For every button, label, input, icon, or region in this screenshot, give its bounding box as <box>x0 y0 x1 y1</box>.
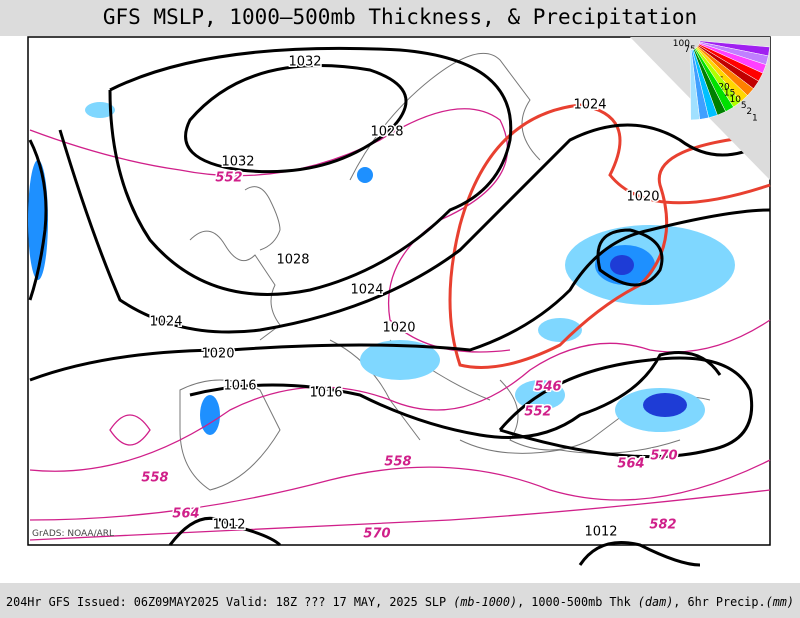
isobar-label: 1032 <box>288 55 321 70</box>
thickness-label: 558 <box>384 455 411 470</box>
colorbar-label: 5 <box>741 101 747 111</box>
isobar-label: 1012 <box>212 518 245 533</box>
title-bar <box>0 0 800 36</box>
footer-slp: SLP <box>425 594 446 609</box>
isobar-label: 1016 <box>309 386 342 401</box>
footer-bar <box>0 583 800 618</box>
thickness-label: 552 <box>524 405 551 420</box>
footer-precip: , 6hr Precip. <box>673 594 765 609</box>
isobar-label: 1020 <box>382 321 415 336</box>
thickness-label: 558 <box>141 471 168 486</box>
isobar-label: 1024 <box>573 98 606 113</box>
thickness-label: 552 <box>215 171 242 186</box>
colorbar-label: 100 <box>673 39 690 49</box>
colorbar-label: 1 <box>752 113 758 123</box>
thickness-label: 570 <box>363 527 390 542</box>
thickness-contours <box>29 108 771 541</box>
footer-slp-unit: (mb-1000) <box>453 594 517 609</box>
footer-thk-unit: (dam) <box>638 594 674 609</box>
isobar-label: 1032 <box>221 155 254 170</box>
thickness-label: 582 <box>649 518 676 533</box>
colorbar-label: 10 <box>730 95 742 105</box>
footer-thk: , 1000-500mb Thk <box>517 594 631 609</box>
isobar-label: 1020 <box>201 347 234 362</box>
isobar-label: 1024 <box>350 283 383 298</box>
isobars <box>28 46 771 567</box>
footer-precip-unit: (mm) <box>766 594 794 609</box>
thickness-label: 564 <box>172 507 199 522</box>
isobar-label: 1024 <box>149 315 182 330</box>
thickness-label: 546 <box>534 380 561 395</box>
colorbar-label: 15 <box>724 89 735 99</box>
thickness-label: 570 <box>650 449 677 464</box>
thickness-label: 564 <box>617 457 644 472</box>
credit: GrADS: NOAA/ARL <box>32 529 114 539</box>
footer: 204Hr GFS Issued: 06Z09MAY2025 Valid: 18… <box>6 594 794 609</box>
colorbar-wedge <box>689 49 700 121</box>
isobar-label: 1016 <box>223 379 256 394</box>
isobar-label: 1020 <box>626 190 659 205</box>
isobar-label: 1028 <box>276 253 309 268</box>
colorbar-label: 2 <box>746 107 752 117</box>
isobar-label: 1028 <box>370 125 403 140</box>
isobar-label: 1012 <box>584 525 617 540</box>
colorbar-label: 20 <box>718 82 730 92</box>
colorbar: 100756050403025201510521 <box>630 37 770 180</box>
footer-run: 204Hr GFS Issued: 06Z09MAY2025 Valid: 18… <box>6 594 418 609</box>
title: GFS MSLP, 1000–500mb Thickness, & Precip… <box>103 5 697 29</box>
